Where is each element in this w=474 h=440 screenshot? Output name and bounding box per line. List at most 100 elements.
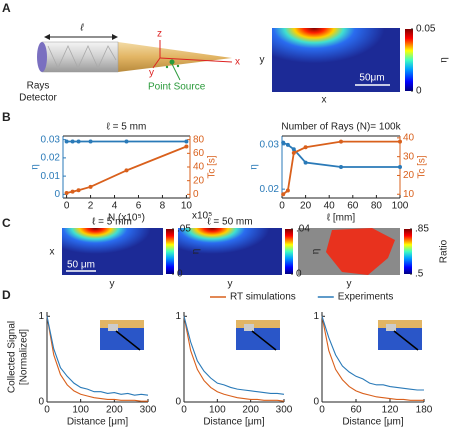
- heatmap-a: 50μm y x: [260, 28, 400, 106]
- x-tick-label: 180: [416, 405, 433, 416]
- y-tick-label: 1: [313, 311, 319, 322]
- length-label: ℓ: [79, 23, 84, 34]
- y2-axis-label: Tc [s]: [207, 155, 218, 179]
- y2-tick-label: 20: [403, 170, 415, 181]
- detector-label: Rays: [27, 81, 50, 92]
- x-tick-label: 20: [300, 201, 312, 212]
- source-label: Point Source: [148, 82, 206, 93]
- heatmap-title: ℓ = 50 mm: [207, 217, 252, 228]
- inset: [100, 320, 144, 351]
- series-line: [46, 316, 149, 396]
- x-tick-label: 0: [44, 405, 50, 416]
- inset-layer: [378, 320, 422, 328]
- x-tick-label: 300: [276, 405, 293, 416]
- axis-label: y: [347, 279, 352, 290]
- x-tick-label: 6: [136, 201, 142, 212]
- series-line: [321, 316, 424, 391]
- x-axis-label: Distance [μm]: [67, 417, 129, 428]
- point: [184, 144, 189, 149]
- x-tick-label: 40: [324, 201, 336, 212]
- y2-axis-label: Tc [s]: [417, 155, 428, 179]
- point: [285, 188, 290, 193]
- y-tick-label: 0.02: [260, 184, 280, 195]
- x-tick-label: 4: [112, 201, 118, 212]
- point: [76, 139, 81, 144]
- x-tick-label: 0: [64, 201, 70, 212]
- point: [303, 160, 308, 165]
- scale-bar-label: 50 μm: [67, 260, 95, 271]
- point: [124, 168, 129, 173]
- y-axis-label: η: [249, 164, 260, 170]
- series-line: [46, 316, 148, 402]
- axis-label: x: [50, 247, 55, 258]
- y2-tick-label: 0: [193, 189, 199, 200]
- inset-line: [115, 330, 141, 351]
- colorbar-label: η: [439, 57, 450, 63]
- axis-label: z: [157, 29, 162, 40]
- point: [64, 190, 69, 195]
- inset-probe: [108, 324, 118, 331]
- x-tick-label: 0: [279, 201, 285, 212]
- detector-label: Detector: [19, 93, 57, 104]
- point: [398, 139, 402, 144]
- x-tick-label: 100: [72, 405, 89, 416]
- y-tick-label: 0: [313, 397, 319, 408]
- point: [124, 139, 129, 144]
- y-tick-label: 0: [38, 397, 44, 408]
- axis-arrow: [152, 57, 161, 69]
- inset: [378, 320, 422, 351]
- axis-label: x: [235, 57, 240, 68]
- panel-label: B: [2, 110, 11, 124]
- x-axis-label: N (x10⁵): [108, 213, 145, 224]
- fiber: [41, 41, 119, 73]
- x-tick-label: 8: [160, 201, 166, 212]
- point: [281, 192, 286, 197]
- x-tick-label: 0: [319, 405, 325, 416]
- rays: [47, 45, 117, 69]
- arrow-head: [44, 34, 50, 40]
- heatmap-c: 50 μm ℓ = 5 mm ℓ = 50 mm x y y y: [50, 217, 400, 290]
- probe-diagram: ℓ Rays Detector z y x Point Source: [19, 23, 240, 104]
- colorbar: [166, 229, 174, 274]
- series-line: [282, 141, 400, 168]
- y2-tick-label: 40: [193, 162, 205, 173]
- x-multiplier: x10⁵: [192, 211, 212, 222]
- point: [291, 150, 296, 155]
- colorbar-tick-label: .5: [415, 269, 424, 280]
- y2-tick-label: 20: [193, 175, 205, 186]
- point: [88, 139, 93, 144]
- panel-label: D: [2, 288, 11, 302]
- inset-probe: [244, 324, 254, 331]
- x-tick-label: 200: [242, 405, 259, 416]
- colorbar-tick-label: .05: [177, 224, 191, 235]
- x-tick-label: 300: [140, 405, 157, 416]
- point-source-dot: [176, 64, 180, 68]
- x-tick-label: 100: [392, 201, 409, 212]
- axis-label: y: [149, 68, 154, 79]
- point-source-dot: [165, 65, 169, 69]
- colorbar: [404, 229, 412, 274]
- panel-labels: A B C D: [2, 1, 11, 302]
- colorbar-tick-label: 0: [416, 86, 422, 97]
- point: [291, 147, 296, 152]
- colorbar-label: η: [191, 249, 202, 255]
- y2-tick-label: 10: [403, 189, 415, 200]
- arrow-head: [112, 34, 118, 40]
- axis-label: x: [322, 95, 327, 106]
- point: [339, 139, 343, 144]
- taper: [118, 42, 232, 72]
- colorbar-tick-label: 0.05: [416, 24, 436, 35]
- y2-tick-label: 60: [193, 148, 205, 159]
- colorbar: [285, 229, 293, 274]
- point: [70, 189, 75, 194]
- y-tick-label: 1: [175, 311, 181, 322]
- x-tick-label: 120: [382, 405, 399, 416]
- series-line: [183, 316, 285, 395]
- y-axis-label: Collected Signal: [7, 321, 18, 393]
- point: [285, 142, 290, 147]
- panel-label: C: [2, 216, 11, 230]
- y-tick-label: 0.03: [41, 134, 61, 145]
- point: [76, 188, 81, 193]
- point: [70, 139, 75, 144]
